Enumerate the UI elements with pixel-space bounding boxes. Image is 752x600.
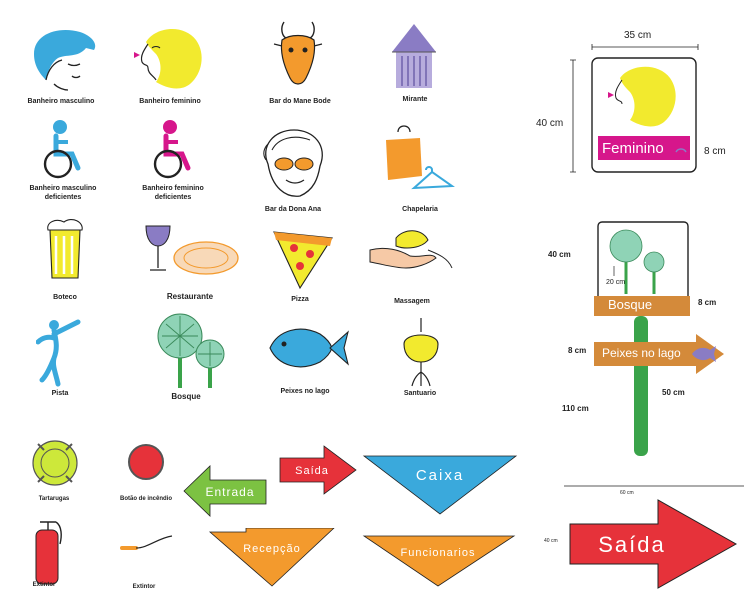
caixa-arrow: Caixa: [362, 455, 518, 515]
label-banheiro-masculino: Banheiro masculino: [27, 98, 95, 105]
label-restaurante: Restaurante: [166, 292, 214, 301]
sign1-label-height-dim: 8 cm: [704, 146, 726, 157]
saida-arrow-small: Saída: [279, 445, 357, 495]
label-bar-dona-ana: Bar da Dona Ana: [264, 206, 322, 213]
sign3-height-dim: 40 cm: [544, 538, 558, 544]
label-santuario: Santuario: [403, 390, 437, 397]
label-tartarugas: Tartarugas: [38, 496, 70, 502]
massage-hand-icon: [369, 230, 453, 269]
beer-mug-icon: [47, 219, 83, 279]
sign3-width-line: [564, 485, 744, 487]
saida-large-label: Saída: [598, 532, 666, 557]
sign1-width-dim: 35 cm: [624, 30, 652, 41]
label-peixes-no-lago: Peixes no lago: [280, 388, 330, 395]
funcionarios-arrow: Funcionarios: [362, 535, 516, 587]
label-boteco: Boteco: [53, 294, 77, 301]
label-botao-incendio: Botão de incêndio: [119, 496, 172, 502]
fire-button-icon: [128, 444, 164, 480]
label-mirante: Mirante: [402, 96, 428, 103]
sign1-width-line: [591, 44, 699, 50]
saida-arrow-large: Saída: [569, 499, 738, 589]
trees-icon: [157, 313, 225, 388]
saida-small-label: Saída: [295, 465, 329, 477]
sign3-width-dim: 60 cm: [620, 490, 634, 496]
label-fem-deficientes: Banheiro feminino deficientes: [142, 185, 204, 201]
sign1-height-line: [570, 59, 576, 173]
bosque-sign-label: Bosque: [608, 297, 653, 312]
hose-icon: [120, 535, 173, 550]
recepcao-arrow: Recepção: [208, 528, 335, 587]
label-banheiro-feminino: Banheiro feminino: [139, 98, 201, 105]
sign2-pole-dim: 110 cm: [562, 404, 589, 413]
label-chapelaria: Chapelaria: [402, 206, 438, 213]
label-extintor-2: Extintor: [132, 584, 156, 590]
label-pista: Pista: [51, 390, 69, 397]
label-pizza: Pizza: [291, 296, 309, 303]
sign2-inner-dim: 20 cm: [606, 279, 626, 286]
funcionarios-label: Funcionarios: [401, 547, 476, 559]
entrada-label: Entrada: [205, 485, 254, 499]
sign2-height-dim: 40 cm: [548, 250, 571, 259]
sign2-arrow-height-dim: 8 cm: [568, 346, 587, 355]
feminino-sign: [591, 57, 697, 173]
shopping-bag-hanger-icon: [386, 125, 455, 190]
label-extintor: Extintor: [32, 582, 56, 588]
fire-extinguisher-icon: [35, 521, 62, 585]
caixa-label: Caixa: [416, 467, 464, 484]
label-bosque: Bosque: [171, 392, 201, 401]
label-massagem: Massagem: [394, 298, 430, 305]
sanctuary-icon: [403, 318, 439, 387]
feminino-sign-label: Feminino: [602, 140, 664, 157]
wheelchair-female-icon: [153, 120, 191, 179]
female-head-icon: [134, 28, 202, 89]
label-masc-deficientes: Banheiro masculino deficientes: [29, 185, 97, 201]
sign2-label-height-dim: 8 cm: [698, 298, 717, 307]
wine-plate-icon: [145, 225, 239, 275]
peixes-arrow-label: Peixes no lago: [602, 346, 681, 360]
peixes-arrow-sign: [594, 334, 724, 374]
dancer-icon: [36, 319, 81, 387]
sign1-height-dim: 40 cm: [536, 118, 564, 129]
sign2-arrow-width-dim: 50 cm: [662, 388, 685, 397]
entrada-arrow: Entrada: [183, 465, 267, 517]
pizza-slice-icon: [273, 231, 333, 290]
recepcao-label: Recepção: [243, 543, 301, 555]
male-head-icon: [34, 30, 96, 91]
lookout-tower-icon: [392, 24, 436, 88]
turtles-icon: [32, 440, 78, 486]
label-bar-mane-bode: Bar do Mane Bode: [269, 98, 331, 105]
wheelchair-male-icon: [43, 120, 81, 179]
fish-icon: [269, 328, 349, 368]
goat-icon: [273, 21, 323, 85]
bosque-sign: [594, 221, 690, 316]
woman-sunglasses-icon: [263, 129, 323, 197]
